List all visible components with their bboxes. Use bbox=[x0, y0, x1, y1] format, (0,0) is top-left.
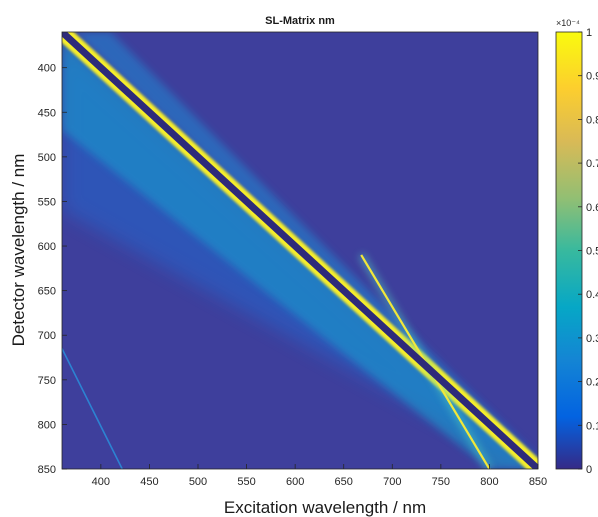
x-tick-label: 750 bbox=[432, 476, 450, 488]
y-axis-label: Detector wavelength / nm bbox=[9, 154, 28, 347]
plot-frame bbox=[61, 31, 539, 470]
x-tick-label: 500 bbox=[189, 476, 207, 488]
colorbar-tick-label: 0.9 bbox=[586, 71, 598, 83]
x-tick-label: 600 bbox=[286, 476, 304, 488]
x-axis-label: Excitation wavelength / nm bbox=[224, 498, 426, 517]
y-tick-label: 750 bbox=[38, 375, 56, 387]
colorbar-tick-label: 0 bbox=[586, 464, 592, 476]
heat-layer bbox=[62, 32, 538, 469]
colorbar-tick-label: 0.8 bbox=[586, 114, 598, 126]
colorbar-tick-label: 0.1 bbox=[586, 420, 598, 432]
colorbar-tick-label: 0.4 bbox=[586, 289, 598, 301]
colorbar-exponent: ×10⁻⁴ bbox=[556, 18, 580, 28]
y-axis-ticks: 400 450 500 550 600 650 700 750 800 850 bbox=[38, 63, 67, 476]
y-tick-label: 600 bbox=[38, 241, 56, 253]
y-tick-label: 500 bbox=[38, 152, 56, 164]
y-tick-label: 450 bbox=[38, 107, 56, 119]
colorbar-tick-label: 0.7 bbox=[586, 158, 598, 170]
x-tick-label: 800 bbox=[480, 476, 498, 488]
x-tick-label: 700 bbox=[383, 476, 401, 488]
x-axis-ticks: 400 450 500 550 600 650 700 750 800 850 bbox=[92, 464, 547, 488]
chart-title: SL-Matrix nm bbox=[265, 15, 335, 27]
y-tick-label: 700 bbox=[38, 330, 56, 342]
x-tick-label: 450 bbox=[140, 476, 158, 488]
colorbar-tick-label: 0.5 bbox=[586, 246, 598, 258]
x-tick-label: 400 bbox=[92, 476, 110, 488]
colorbar-tick-label: 0.3 bbox=[586, 333, 598, 345]
colorbar-tick-label: 1 bbox=[586, 27, 592, 39]
diagonal-dark-line bbox=[62, 32, 538, 469]
y-tick-label: 800 bbox=[38, 419, 56, 431]
x-tick-label: 850 bbox=[529, 476, 547, 488]
y-tick-label: 550 bbox=[38, 196, 56, 208]
x-tick-label: 550 bbox=[237, 476, 255, 488]
weak-diagonal-line bbox=[62, 348, 123, 469]
colorbar bbox=[555, 31, 583, 470]
colorbar-ticks: 1 0.9 0.8 0.7 0.6 0.5 0.4 0.3 0.2 0.1 0 bbox=[578, 27, 598, 476]
y-tick-label: 850 bbox=[38, 464, 56, 476]
colorbar-tick-label: 0.2 bbox=[586, 377, 598, 389]
y-tick-label: 400 bbox=[38, 63, 56, 75]
colorbar-tick-label: 0.6 bbox=[586, 202, 598, 214]
x-tick-label: 650 bbox=[335, 476, 353, 488]
y-tick-label: 650 bbox=[38, 286, 56, 298]
